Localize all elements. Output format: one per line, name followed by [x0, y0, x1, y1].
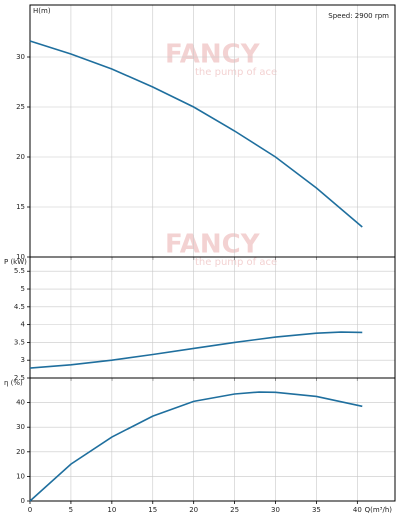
y-tick-label: 0: [21, 497, 25, 505]
y-tick-label: 4.5: [14, 303, 25, 311]
x-tick-label: 25: [230, 506, 239, 514]
y-axis-label: P (kW): [4, 258, 27, 266]
y-tick-label: 2.5: [14, 374, 25, 382]
annotation: Speed: 2900 rpm: [328, 12, 389, 20]
plot-frame: [29, 256, 396, 379]
y-tick-label: 20: [16, 153, 25, 161]
y-tick-label: 10: [16, 472, 25, 480]
y-tick-label: 40: [16, 399, 25, 407]
y-tick-label: 20: [16, 448, 25, 456]
y-tick-label: 15: [16, 203, 25, 211]
x-tick-label: 35: [312, 506, 321, 514]
watermark: FANCY: [165, 40, 261, 70]
y-axis-label: H(m): [33, 7, 51, 15]
y-tick-label: 10: [16, 253, 25, 261]
x-tick-label: 30: [271, 506, 280, 514]
y-axis-label: η (%): [4, 379, 23, 387]
x-tick-label: 40: [353, 506, 362, 514]
x-tick-label: 0: [28, 506, 32, 514]
watermark: FANCY: [165, 230, 261, 260]
line: [29, 391, 363, 502]
y-tick-label: 30: [16, 53, 25, 61]
y-tick-label: 30: [16, 423, 25, 431]
y-tick-label: 3.5: [14, 338, 25, 346]
x-axis-label: Q(m³/h): [365, 506, 393, 514]
y-tick-label: 5: [21, 285, 25, 293]
y-tick-label: 4: [21, 321, 26, 329]
line: [29, 331, 363, 369]
y-tick-label: 3: [21, 356, 25, 364]
y-tick-label: 5.5: [14, 267, 25, 275]
x-tick-label: 10: [107, 506, 116, 514]
x-tick-label: 5: [69, 506, 73, 514]
y-tick-label: 25: [16, 103, 25, 111]
plot-frame: [29, 377, 396, 502]
watermark-sub: the pump of ace: [195, 67, 277, 78]
x-tick-label: 20: [189, 506, 198, 514]
line: [29, 40, 363, 228]
watermark-sub: the pump of ace: [195, 257, 277, 268]
x-tick-label: 15: [148, 506, 157, 514]
